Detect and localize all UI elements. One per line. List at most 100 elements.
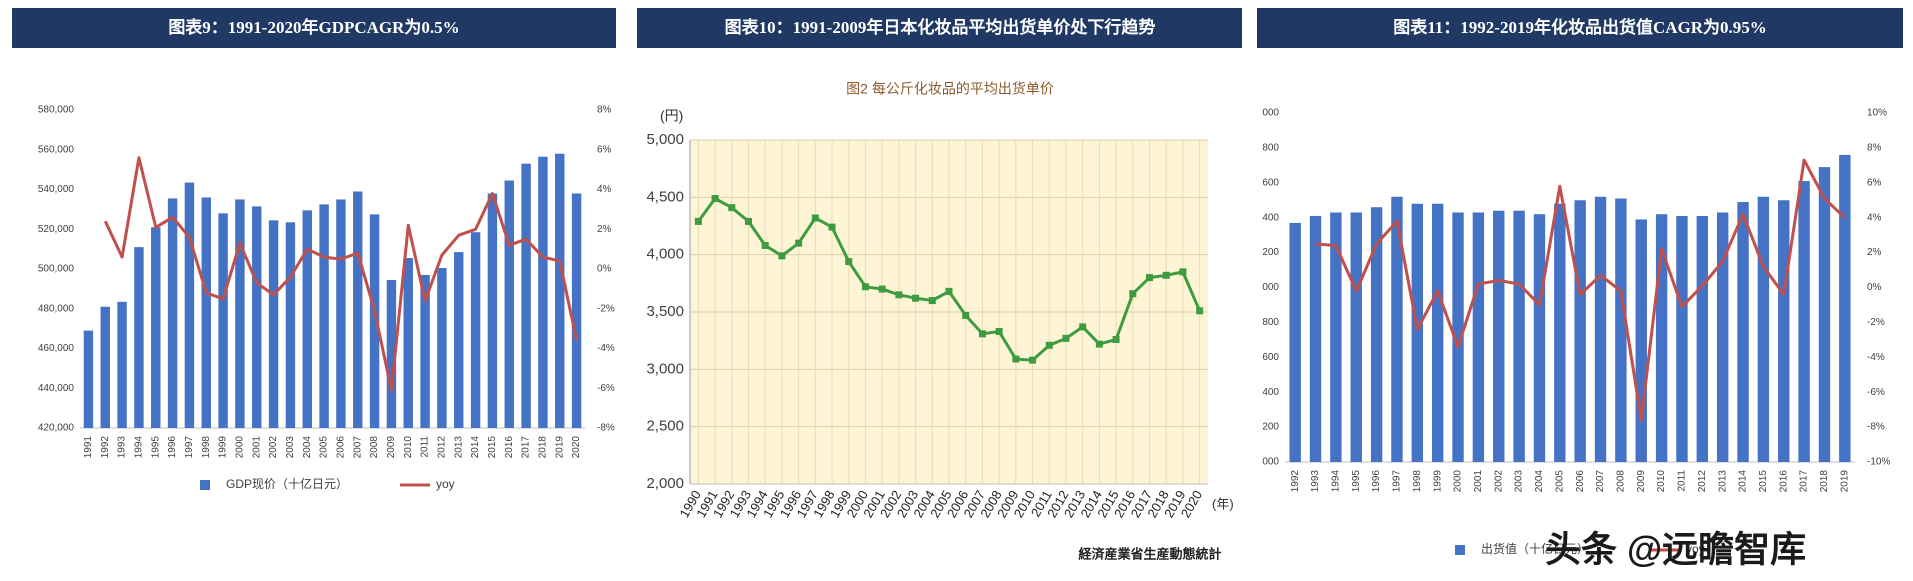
marker [978,330,986,338]
marker [744,217,752,225]
bar [1737,201,1749,462]
marker [1045,341,1053,349]
marker [1029,356,1037,364]
bar [437,268,447,428]
x-tick-label: 2007 [1595,470,1606,493]
y2-tick-label: 2% [597,224,612,235]
marker [711,194,719,202]
x-tick-label: 2000 [235,436,246,459]
x-tick-label: 2020 [571,436,582,459]
marker [1095,340,1103,348]
bar [1818,167,1831,462]
bar [1676,215,1688,462]
marker [828,223,836,231]
x-tick-label: 2004 [1534,470,1545,493]
y2-tick-label: 0% [597,264,612,275]
bar [1615,198,1627,462]
x-tick-label: 2000 [1453,470,1464,493]
y-tick-label: 000 [1262,457,1279,468]
bar [538,156,548,429]
y2-tick-label: -2% [597,303,615,314]
x-tick-label: 1993 [1310,470,1321,493]
x-tick-label: 2006 [1575,470,1586,493]
bar [285,222,296,428]
header-bar [1257,8,1903,48]
y2-tick-label: -10% [1867,457,1890,468]
marker [912,294,920,302]
bar [1472,212,1485,462]
x-tick-label: 1992 [1290,470,1301,493]
bar [1655,214,1668,462]
y-tick-label: 800 [1262,143,1279,154]
legend-swatch [1455,545,1465,555]
bar [218,213,228,428]
bar [83,330,94,428]
x-tick-label: 2001 [251,436,262,459]
x-tick-label: 2006 [336,436,347,459]
y-axis-label: (円) [660,108,683,124]
bar [1391,196,1403,462]
x-tick-label: 2004 [302,436,313,459]
bar [1757,196,1770,462]
bar [521,163,531,428]
x-tick-label: 2001 [1473,470,1484,493]
marker [1129,290,1137,298]
x-tick-label: 2015 [487,436,498,459]
marker [1179,268,1187,276]
x-tick-label: 2003 [285,436,296,459]
bar [1370,207,1383,462]
y-tick-label: 200 [1262,422,1279,433]
marker [895,291,903,299]
y2-tick-label: 6% [597,144,612,155]
bar [1533,214,1546,462]
marker [928,297,936,305]
watermark: 头条 @远瞻智库 [1545,529,1806,570]
x-tick-label: 2010 [403,436,414,459]
x-tick-label: 2011 [420,436,431,458]
bar [504,180,514,428]
y-tick-label: 460,000 [38,343,75,354]
bar [268,220,279,428]
bar [353,191,363,428]
y-tick-label: 4,000 [646,246,684,263]
y2-tick-label: -8% [1867,422,1885,433]
x-tick-label: 1999 [218,436,229,459]
x-tick-label: 2013 [1717,470,1728,493]
marker [1079,323,1087,331]
marker [1162,271,1170,279]
y-tick-label: 000 [1262,108,1279,119]
x-tick-label: 2003 [1514,470,1525,493]
bar [1513,210,1525,462]
x-tick-label: 2008 [1616,470,1627,493]
x-tick-label: 1994 [1331,470,1342,493]
x-tick-label: 2017 [521,436,532,459]
y-tick-label: 560,000 [38,144,75,155]
source-note: 経済産業省生産動態統計 [1078,546,1221,561]
bar [1330,212,1342,462]
legend-label: yoy [1686,542,1705,556]
x-tick-label: 2016 [504,436,515,459]
bar [1716,212,1729,462]
marker [694,217,702,225]
y2-tick-label: 4% [597,184,612,195]
bar [1635,219,1647,462]
bar [117,301,127,428]
marker [795,239,803,247]
marker [878,285,886,293]
bar [235,199,245,428]
marker [945,287,953,295]
x-tick-label: 1997 [184,436,195,459]
bar [1493,210,1505,462]
bar [1696,215,1709,462]
y2-tick-label: 8% [597,105,612,116]
x-tick-label: 2018 [1819,470,1830,493]
y-tick-label: 600 [1262,352,1279,363]
bar [420,274,430,428]
x-tick-label: 2018 [538,436,549,459]
chart-title: 图表9：1991-2020年GDPCAGR为0.5% [168,17,459,37]
x-tick-label: 1996 [1371,470,1382,493]
bar [167,198,178,428]
y-tick-label: 580,000 [38,105,75,116]
y2-tick-label: 2% [1867,247,1882,258]
x-tick-label: 2002 [268,436,279,459]
